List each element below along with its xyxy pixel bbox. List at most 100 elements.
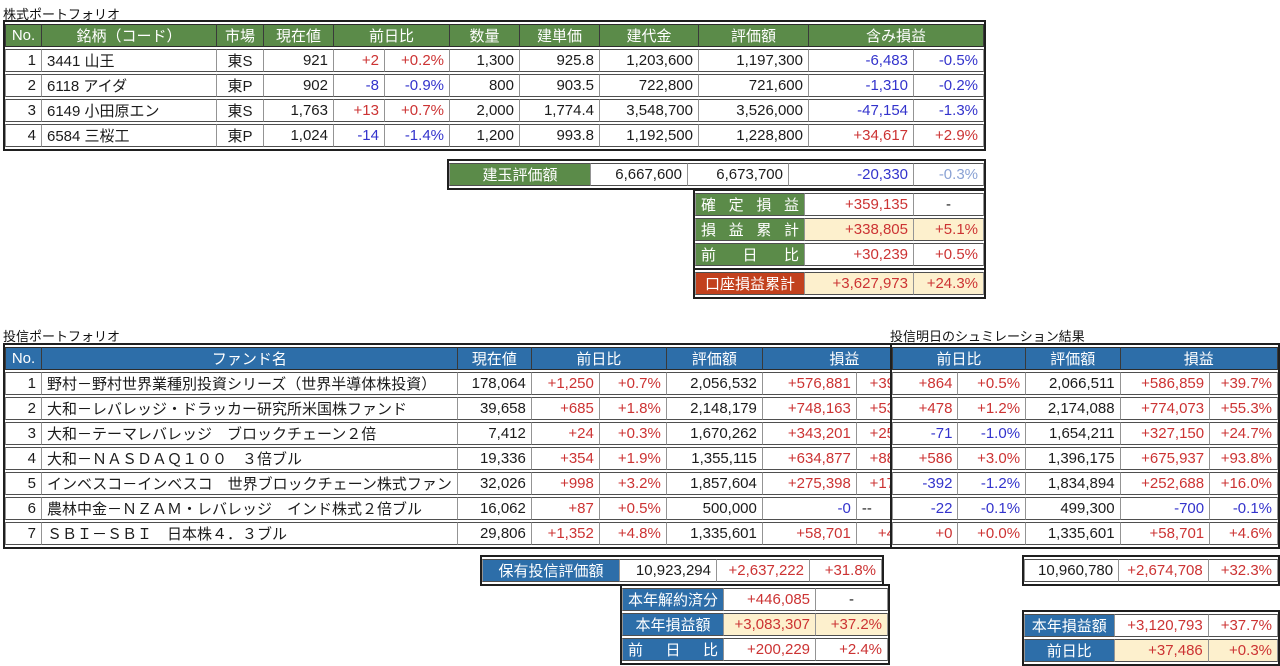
cell-pl-total[interactable]: -20,330 [789,163,914,186]
cell-pl-pct[interactable]: -1.3% [914,99,984,122]
cell-price[interactable]: 16,062 [457,497,532,520]
cell-pl[interactable]: -1,310 [809,74,914,97]
cell-pl-pct[interactable]: +55.3% [1210,397,1278,420]
cell-change-pct[interactable]: +1.2% [958,397,1027,420]
cell-change[interactable]: +354 [531,447,600,470]
cell-price[interactable]: 921 [264,49,334,72]
cell-market[interactable]: 東S [217,99,264,122]
cell-market[interactable]: 東S [217,49,264,72]
cell-redeemed-pl[interactable]: +446,085 [724,588,817,611]
col-header-no[interactable]: No. [5,24,42,47]
cell-pl[interactable]: -700 [1120,497,1211,520]
cell-price[interactable]: 1,763 [264,99,334,122]
cell-change[interactable]: +2 [334,49,385,72]
cell-pl-total[interactable]: +2,637,222 [717,559,810,582]
col-header-value[interactable]: 評価額 [699,24,809,47]
cell-cumulative-pl-pct[interactable]: +5.1% [914,218,984,241]
cell-market[interactable]: 東P [217,124,264,147]
cell-value[interactable]: 2,148,179 [666,397,763,420]
col-header-change[interactable]: 前日比 [892,347,1027,370]
cell-pl-pct[interactable]: +2.9% [914,124,984,147]
cell-unit-price[interactable]: 1,774.4 [520,99,600,122]
cell-fund-name[interactable]: インベスコ－インベスコ 世界ブロックチェーン株式ファン [42,472,458,495]
cell-price[interactable]: 19,336 [457,447,532,470]
col-header-change[interactable]: 前日比 [531,347,667,370]
cell-change-pct[interactable]: +3.2% [599,472,667,495]
cell-price[interactable]: 902 [264,74,334,97]
col-header-change[interactable]: 前日比 [334,24,450,47]
cell-price[interactable]: 1,024 [264,124,334,147]
cell-change-pct[interactable]: +0.7% [599,372,667,395]
cell-value-total[interactable]: 10,923,294 [620,559,717,582]
cell-value-total[interactable]: 10,960,780 [1024,559,1120,582]
cell-price[interactable]: 7,412 [457,422,532,445]
cell-amount[interactable]: 722,800 [600,74,699,97]
cell-day-change-pct[interactable]: +0.5% [914,243,984,266]
cell-no[interactable]: 6 [5,497,42,520]
cell-no[interactable]: 7 [5,522,42,545]
cell-change[interactable]: +685 [531,397,600,420]
cell-name[interactable]: 6149 小田原エン [42,99,217,122]
cell-no[interactable]: 4 [5,124,42,147]
cell-value-total[interactable]: 6,673,700 [688,163,789,186]
cell-value[interactable]: 1,654,211 [1026,422,1121,445]
cell-change[interactable]: +864 [892,372,959,395]
cell-change[interactable]: +13 [334,99,385,122]
cell-pl[interactable]: +774,073 [1120,397,1211,420]
cell-change[interactable]: +0 [892,522,959,545]
cell-pl[interactable]: +586,859 [1120,372,1211,395]
cell-day-change[interactable]: +30,239 [805,243,914,266]
cell-change[interactable]: +1,352 [531,522,600,545]
summary-label[interactable]: 損益累計 [695,218,805,241]
cell-name[interactable]: 6584 三桜工 [42,124,217,147]
cell-change[interactable]: +87 [531,497,600,520]
cell-pl-pct[interactable]: -0.2% [914,74,984,97]
summary-label[interactable]: 前日比 [622,638,725,661]
cell-value[interactable]: 1,197,300 [699,49,809,72]
cell-no[interactable]: 3 [5,422,42,445]
cell-fund-name[interactable]: 農林中金－ＮＺＡＭ・レバレッジ インド株式２倍ブル [42,497,458,520]
col-header-pl[interactable]: 損益 [1120,347,1278,370]
cell-change-pct[interactable]: +0.5% [599,497,667,520]
cell-change-pct[interactable]: +4.8% [599,522,667,545]
cell-pl[interactable]: -6,483 [809,49,914,72]
cell-day-change-pct[interactable]: +0.3% [1208,639,1278,662]
cell-change[interactable]: +586 [892,447,959,470]
cell-name[interactable]: 3441 山王 [42,49,217,72]
cell-change[interactable]: -392 [892,472,959,495]
cell-ytd-pl[interactable]: +3,083,307 [724,613,817,636]
cell-no[interactable]: 3 [5,99,42,122]
cell-change-pct[interactable]: +3.0% [958,447,1027,470]
cell-price[interactable]: 29,806 [457,522,532,545]
cell-change-pct[interactable]: -1.0% [958,422,1027,445]
cell-change-pct[interactable]: +0.5% [958,372,1027,395]
cell-fund-name[interactable]: 野村－野村世界業種別投資シリーズ（世界半導体株投資） [42,372,458,395]
cell-pl-pct[interactable]: +24.7% [1210,422,1278,445]
cell-pl[interactable]: -47,154 [809,99,914,122]
cell-amount[interactable]: 3,548,700 [600,99,699,122]
cell-value[interactable]: 1,355,115 [666,447,763,470]
col-header-fund-name[interactable]: ファンド名 [42,347,458,370]
cell-pl-pct[interactable]: +16.0% [1210,472,1278,495]
col-header-price[interactable]: 現在値 [264,24,334,47]
cell-price[interactable]: 178,064 [457,372,532,395]
summary-label[interactable]: 確定損益 [695,193,805,216]
cell-pl-pct-total[interactable]: +32.3% [1208,559,1278,582]
cell-pl-pct[interactable]: +39.7% [1210,372,1278,395]
cell-ytd-pl-pct[interactable]: +37.7% [1208,614,1278,637]
cell-amount[interactable]: 1,192,500 [600,124,699,147]
cell-redeemed-pl-pct[interactable]: - [816,588,889,611]
cell-fund-name[interactable]: 大和－レバレッジ・ドラッカー研究所米国株ファンド [42,397,458,420]
col-header-unit-price[interactable]: 建単価 [520,24,600,47]
cell-cumulative-pl[interactable]: +338,805 [805,218,914,241]
cell-change-pct[interactable]: -0.1% [958,497,1027,520]
cell-change[interactable]: +998 [531,472,600,495]
cell-change[interactable]: -14 [334,124,385,147]
cell-value[interactable]: 1,335,601 [1026,522,1121,545]
cell-day-change[interactable]: +37,486 [1114,639,1209,662]
cell-pl[interactable]: +327,150 [1120,422,1211,445]
cell-no[interactable]: 2 [5,397,42,420]
cell-change-pct[interactable]: -1.2% [958,472,1027,495]
cell-qty[interactable]: 1,300 [450,49,520,72]
cell-market[interactable]: 東P [217,74,264,97]
